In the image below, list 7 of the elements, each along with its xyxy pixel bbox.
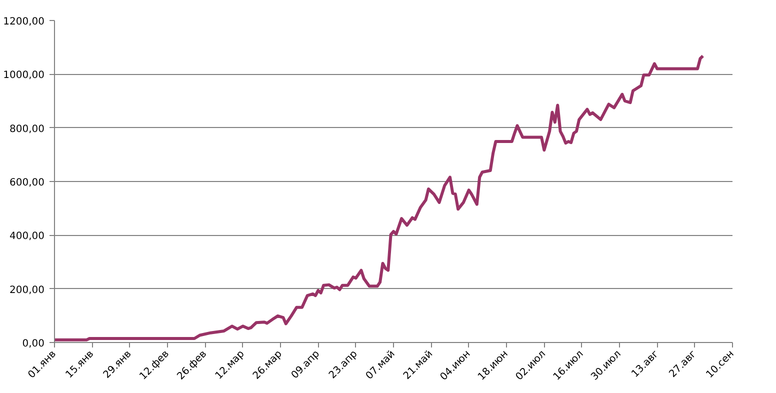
y-tick-label: 400,00 [10,231,45,242]
y-tick-label: 600,00 [10,178,45,188]
y-tick-label: 0,00 [22,338,44,350]
y-tick-label: 200,00 [10,284,45,296]
y-tick-label: 1200,00 [3,16,45,28]
y-tick-label: 1000,00 [3,70,45,82]
y-tick-label: 800,00 [10,124,45,135]
